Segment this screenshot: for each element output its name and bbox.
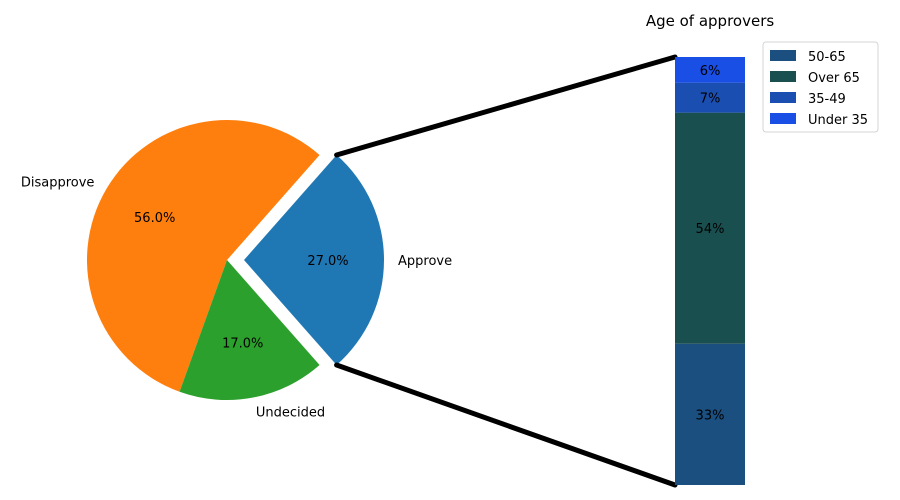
legend-label-35-49: 35-49 (808, 92, 846, 107)
pie-chart: 27.0% Approve 56.0% Disapprove 17.0% Undecide… (21, 119, 452, 420)
legend: 50-65 Over 65 35-49 Under 35 (762, 41, 879, 133)
legend-label-50-65: 50-65 (808, 50, 846, 65)
legend-swatch-35-49 (770, 92, 796, 103)
pie-slice-undecided (179, 260, 320, 400)
bar-chart-title: Age of approvers (646, 12, 775, 30)
bar-segment-35-49 (675, 82, 745, 113)
connector-line-top (334, 54, 678, 158)
pie-percent-label-disapprove: 56.0% (134, 211, 175, 226)
legend-swatch-under-35 (770, 113, 796, 124)
pie-category-label-disapprove: Disapprove (21, 176, 95, 191)
legend-swatch-50-65 (770, 50, 796, 61)
pie-category-label-approve: Approve (398, 254, 452, 269)
pie-percent-label-undecided: 17.0% (222, 337, 263, 352)
bar-segment-over-65 (675, 112, 745, 344)
bar-segment-label-50-65: 33% (696, 408, 725, 423)
pie-slice-disapprove (86, 119, 320, 392)
legend-label-over-65: Over 65 (808, 71, 860, 86)
bar-segment-label-35-49: 7% (700, 92, 721, 107)
connector-line-bottom (334, 362, 678, 488)
legend-frame (762, 41, 879, 133)
connector-lines (334, 54, 678, 488)
pie-percent-label-approve: 27.0% (307, 254, 348, 269)
legend-swatch-over-65 (770, 71, 796, 82)
bar-segment-50-65 (675, 343, 745, 485)
bar-segment-under-35 (675, 57, 745, 83)
stacked-bar-chart: 33% 54% 7% 6% (675, 57, 745, 485)
pie-slice-approve (244, 154, 384, 366)
bar-segment-label-over-65: 54% (696, 222, 725, 237)
legend-label-under-35: Under 35 (808, 113, 868, 128)
pie-category-label-undecided: Undecided (256, 405, 325, 420)
bar-segment-label-under-35: 6% (700, 64, 721, 79)
